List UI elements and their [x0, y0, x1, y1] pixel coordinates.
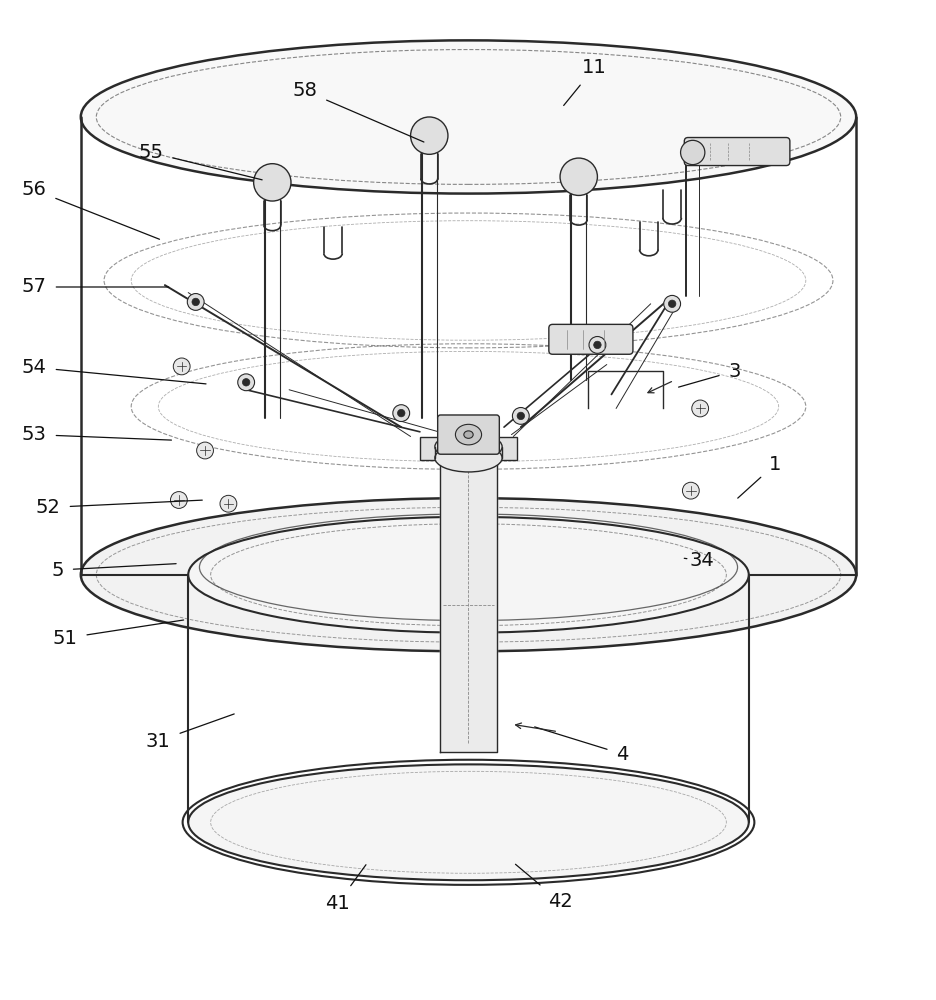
Ellipse shape	[455, 424, 481, 445]
FancyBboxPatch shape	[683, 138, 789, 166]
Text: 51: 51	[52, 620, 183, 648]
Text: 54: 54	[22, 358, 206, 384]
Ellipse shape	[434, 444, 502, 472]
Circle shape	[392, 405, 409, 422]
Text: 56: 56	[22, 180, 159, 239]
Text: 34: 34	[683, 551, 713, 570]
Circle shape	[197, 442, 213, 459]
FancyBboxPatch shape	[437, 415, 499, 454]
Text: 53: 53	[22, 425, 171, 444]
Ellipse shape	[188, 517, 748, 633]
Polygon shape	[440, 458, 496, 752]
Circle shape	[667, 300, 675, 308]
Circle shape	[254, 164, 291, 201]
Circle shape	[560, 158, 597, 195]
Circle shape	[410, 117, 447, 154]
Text: 11: 11	[563, 58, 607, 105]
Text: 3: 3	[678, 362, 740, 387]
Circle shape	[589, 337, 606, 353]
Circle shape	[681, 482, 698, 499]
Circle shape	[512, 408, 529, 424]
Text: 31: 31	[146, 714, 234, 751]
Text: 55: 55	[139, 143, 262, 180]
Text: 5: 5	[51, 561, 176, 580]
Text: 1: 1	[737, 455, 781, 498]
Circle shape	[691, 400, 708, 417]
Text: 42: 42	[515, 864, 572, 911]
Circle shape	[238, 374, 255, 391]
Ellipse shape	[463, 431, 473, 438]
Ellipse shape	[80, 498, 856, 651]
Ellipse shape	[434, 433, 502, 461]
Circle shape	[397, 409, 404, 417]
Circle shape	[192, 298, 199, 306]
Circle shape	[173, 358, 190, 375]
Ellipse shape	[188, 764, 748, 880]
Circle shape	[220, 495, 237, 512]
Circle shape	[242, 379, 250, 386]
Circle shape	[680, 140, 704, 165]
Text: 52: 52	[36, 498, 202, 517]
Text: 41: 41	[325, 865, 366, 913]
Ellipse shape	[80, 40, 856, 194]
Circle shape	[517, 412, 524, 420]
Circle shape	[170, 492, 187, 508]
Circle shape	[593, 341, 601, 349]
Circle shape	[663, 295, 680, 312]
Text: 4: 4	[534, 727, 628, 764]
FancyBboxPatch shape	[419, 437, 517, 460]
Text: 57: 57	[22, 277, 168, 296]
Circle shape	[187, 294, 204, 310]
Text: 58: 58	[292, 81, 423, 142]
FancyBboxPatch shape	[548, 324, 632, 354]
